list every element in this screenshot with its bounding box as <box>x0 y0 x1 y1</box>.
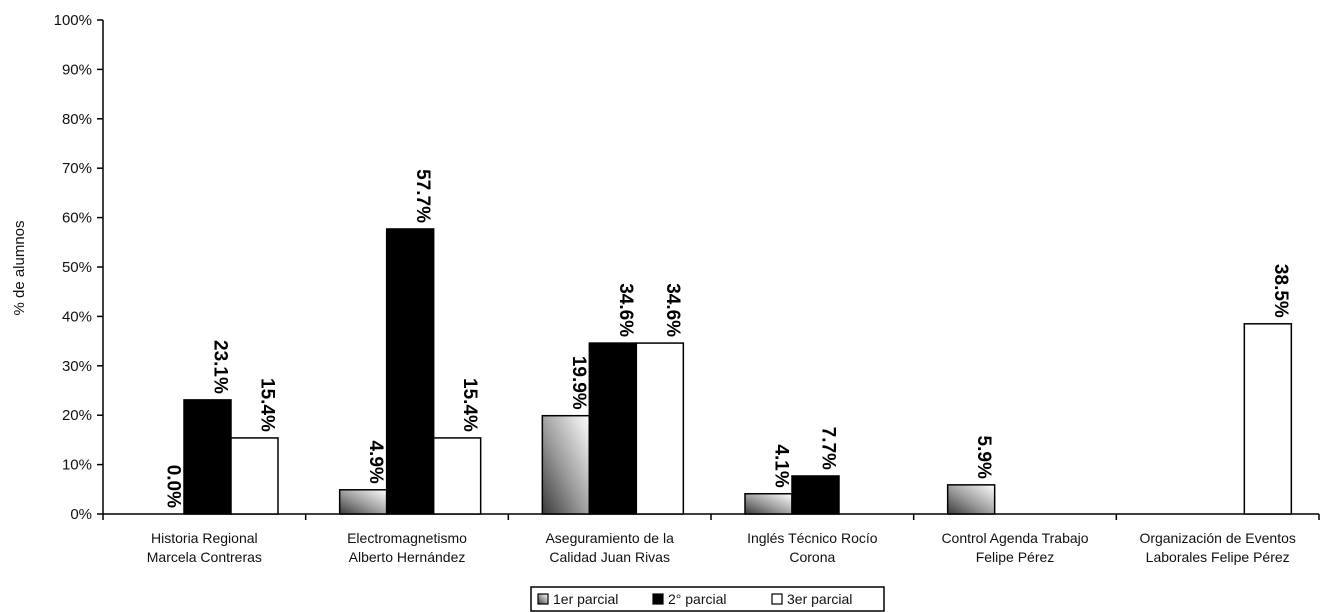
category-label: Organización de Eventos <box>1139 530 1295 546</box>
data-label: 0.0% <box>163 465 184 508</box>
bar-1-5 <box>946 484 996 515</box>
bar-3-3 <box>635 342 685 515</box>
category-label: Laborales Felipe Pérez <box>1146 549 1290 565</box>
bar-3-6 <box>1243 323 1293 515</box>
data-label: 7.7% <box>818 427 839 470</box>
category-label: Felipe Pérez <box>976 549 1055 565</box>
bar-2-1 <box>183 399 232 515</box>
category-label: Historia Regional <box>151 530 258 546</box>
y-tick-label: 10% <box>62 457 92 474</box>
data-label: 38.5% <box>1270 264 1291 318</box>
y-tick-label: 40% <box>62 308 92 325</box>
axes: 0% 10% 20% 30% 40% 50% 60% 70% 80% 90% 100% <box>54 12 1320 523</box>
y-tick-label: 70% <box>62 160 92 177</box>
y-tick-label: 50% <box>62 259 92 276</box>
data-label: 57.7% <box>412 169 433 223</box>
bar-3-1 <box>230 437 279 515</box>
category-label: Electromagnetismo <box>347 530 467 546</box>
bar-2-4 <box>791 475 840 515</box>
legend-entry: 1er parcial <box>553 591 618 607</box>
bar-1-4 <box>744 492 793 515</box>
data-label: 15.4% <box>257 378 278 432</box>
category-label: Corona <box>789 549 835 565</box>
bar-1-3 <box>541 414 591 515</box>
data-label: 19.9% <box>568 356 589 410</box>
data-label: 23.1% <box>210 340 231 394</box>
legend-entry: 3er parcial <box>787 591 852 607</box>
legend-swatch <box>771 593 783 605</box>
y-tick-label: 100% <box>54 12 92 29</box>
category-label: Calidad Juan Rivas <box>549 549 670 565</box>
bar-2-3 <box>588 342 638 515</box>
data-label: 4.9% <box>365 440 386 483</box>
legend-swatch <box>652 593 664 605</box>
data-label: 15.4% <box>459 378 480 432</box>
bar-3-2 <box>432 437 482 515</box>
y-tick-label: 0% <box>70 506 92 523</box>
legend-swatch <box>537 593 549 605</box>
category-label: Control Agenda Trabajo <box>941 530 1088 546</box>
category-label: Marcela Contreras <box>147 549 262 565</box>
legend-entry: 2° parcial <box>668 591 727 607</box>
data-label: 34.6% <box>662 283 683 337</box>
bar-2-2 <box>385 228 435 515</box>
y-tick-label: 20% <box>62 407 92 424</box>
data-label: 4.1% <box>771 444 792 487</box>
bar-1-2 <box>338 489 388 515</box>
category-label: Inglés Técnico Rocío <box>747 530 878 546</box>
data-label: 5.9% <box>973 436 994 479</box>
data-label: 34.6% <box>615 283 636 337</box>
y-tick-label: 90% <box>62 61 92 78</box>
category-labels: Historia Regional Marcela Contreras Electr… <box>147 530 1296 565</box>
y-tick-label: 30% <box>62 358 92 375</box>
legend-box <box>530 586 885 612</box>
category-label: Aseguramiento de la <box>545 530 674 546</box>
legend: 1er parcial 2° parcial 3er parcial <box>530 586 885 612</box>
data-labels: 0.0% 4.9% 19.9% 4.1% 5.9% 23.1% 57.7% 34.6% 7.7%… <box>163 169 1291 508</box>
y-tick-label: 60% <box>62 210 92 227</box>
y-tick-label: 80% <box>62 111 92 128</box>
y-axis-label: % de alumnos <box>11 220 28 315</box>
bars <box>183 228 1293 515</box>
category-label: Alberto Hernández <box>349 549 466 565</box>
